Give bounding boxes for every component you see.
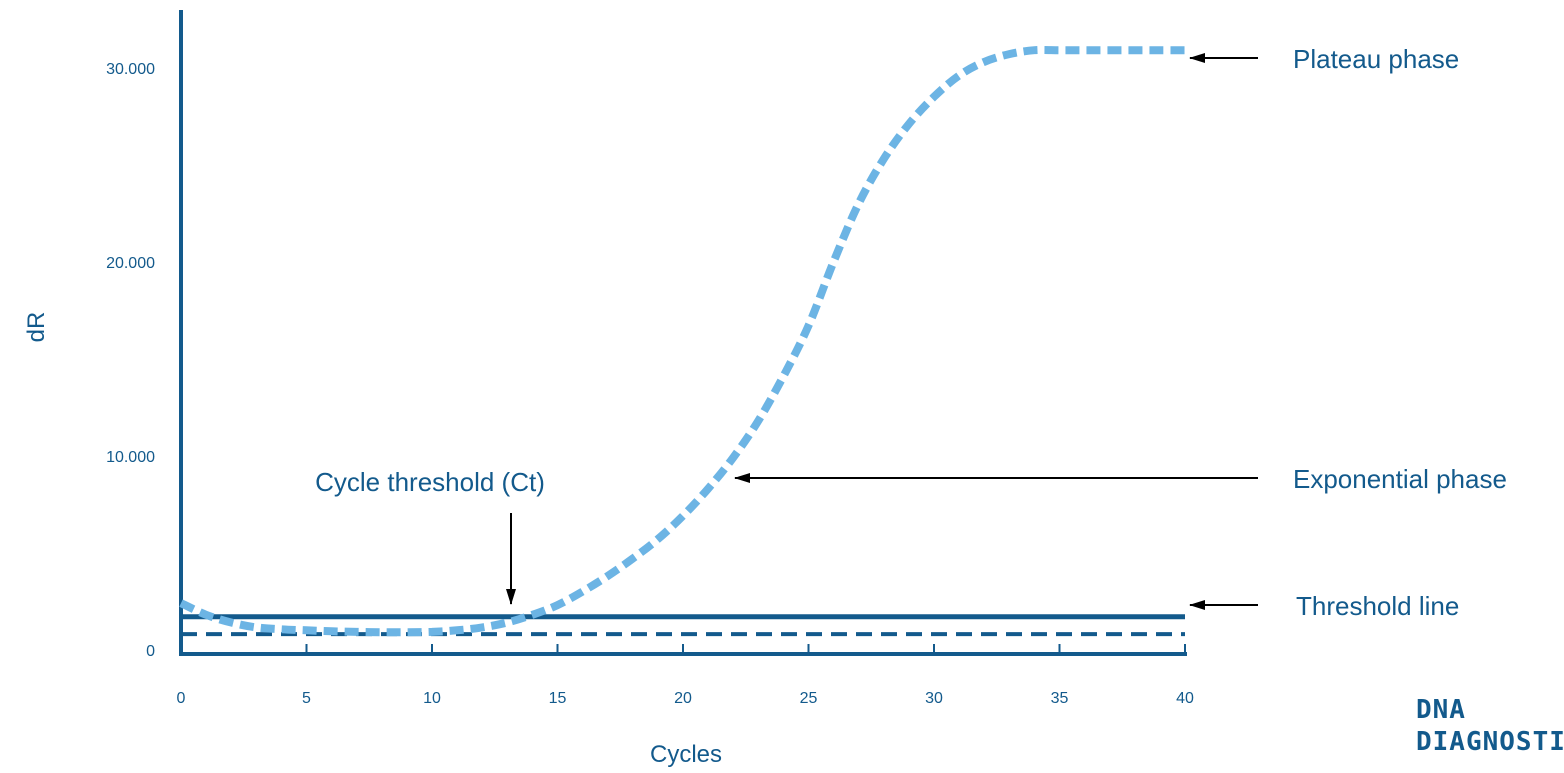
y-axis-title: dR xyxy=(23,312,50,343)
ct-label: Cycle threshold (Ct) xyxy=(315,467,545,497)
x-axis-ticks: 0 5 10 15 20 25 30 35 40 xyxy=(177,644,1194,707)
x-tick-label: 30 xyxy=(925,690,943,707)
x-tick-label: 10 xyxy=(423,690,441,707)
x-tick-label: 25 xyxy=(800,690,818,707)
x-axis-title: Cycles xyxy=(650,741,722,768)
y-tick-label: 20.000 xyxy=(106,255,155,272)
y-axis-ticks: 0 10.000 20.000 30.000 xyxy=(106,61,155,660)
y-tick-label: 0 xyxy=(146,643,155,660)
y-tick-label: 10.000 xyxy=(106,449,155,466)
exponential-label: Exponential phase xyxy=(1293,464,1507,494)
plateau-label: Plateau phase xyxy=(1293,44,1459,74)
y-tick-label: 30.000 xyxy=(106,61,155,78)
annotation-plateau: Plateau phase xyxy=(1189,44,1459,74)
amplification-curve-layer xyxy=(179,45,1185,637)
threshold-label: Threshold line xyxy=(1296,591,1459,621)
logo-line-1: DNA xyxy=(1416,695,1466,725)
annotation-exponential: Exponential phase xyxy=(734,464,1507,494)
x-tick-label: 40 xyxy=(1176,690,1194,707)
x-tick-label: 5 xyxy=(302,690,311,707)
annotation-ct: Cycle threshold (Ct) xyxy=(315,467,545,605)
x-tick-label: 0 xyxy=(177,690,186,707)
reference-lines xyxy=(181,614,1185,637)
x-tick-label: 35 xyxy=(1051,690,1069,707)
x-tick-label: 15 xyxy=(549,690,567,707)
amplification-curve xyxy=(179,45,1185,637)
logo-line-2: DIAGNOSTICS xyxy=(1416,727,1564,757)
x-tick-label: 20 xyxy=(674,690,692,707)
company-logo: DNA DIAGNOSTICS xyxy=(1416,695,1564,757)
annotation-threshold: Threshold line xyxy=(1189,591,1459,621)
